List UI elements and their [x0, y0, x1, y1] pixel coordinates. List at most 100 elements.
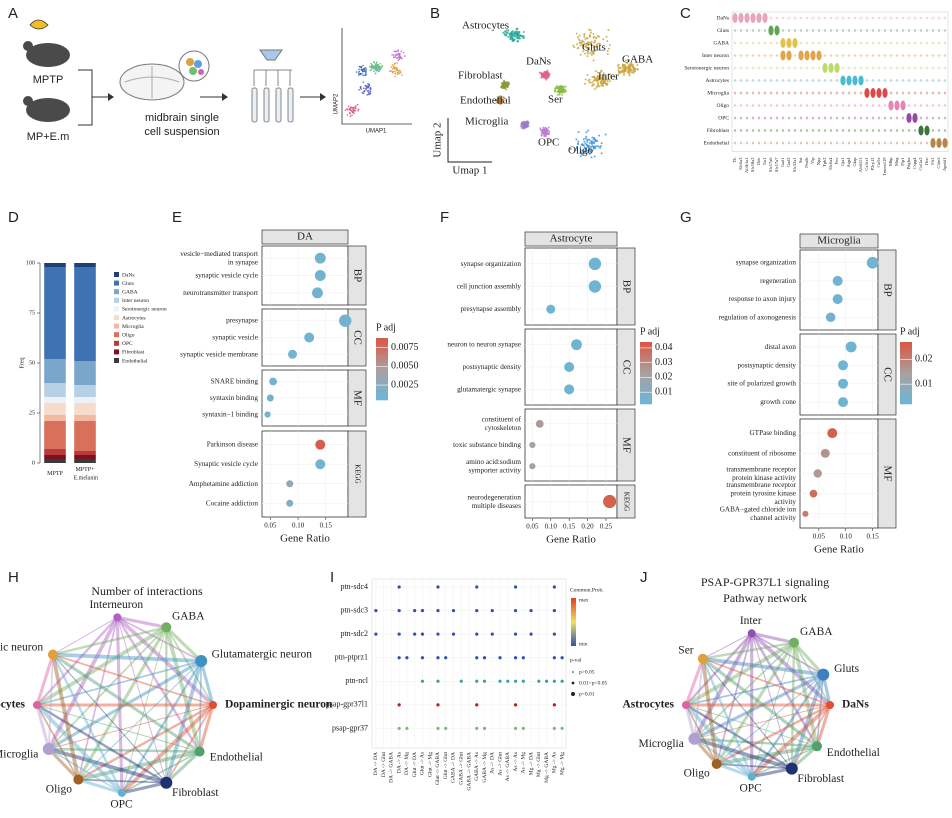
cluster-label: Fibroblast — [458, 70, 503, 82]
dot — [552, 632, 556, 636]
violin — [770, 91, 772, 95]
umap-dot — [605, 35, 608, 38]
dot — [820, 448, 830, 458]
legend-label: Inter neuron — [122, 298, 149, 304]
x-axis-label: Gene Ratio — [814, 544, 864, 556]
violin — [800, 91, 802, 95]
edge — [48, 747, 200, 753]
term-label: synaptic vesicle cycle — [195, 271, 258, 279]
violin — [788, 141, 790, 145]
node-label: Ser — [678, 645, 694, 657]
violin — [740, 104, 742, 107]
violin — [920, 16, 922, 20]
umap-dot — [379, 67, 381, 70]
bar-segment — [44, 383, 66, 397]
node-label: Astrocytes — [0, 699, 26, 711]
violin — [918, 125, 924, 136]
legend-label: GABA — [122, 289, 138, 295]
dot — [374, 608, 378, 613]
umap-dot — [561, 93, 564, 96]
violin — [890, 29, 892, 32]
violin — [746, 54, 748, 57]
dot — [506, 679, 510, 683]
violin — [818, 16, 820, 20]
umap-dot — [404, 55, 406, 57]
violin — [752, 79, 754, 82]
group-label: MPTP — [33, 74, 64, 86]
umap-dot — [375, 67, 377, 70]
violin — [884, 79, 886, 82]
umap-dot — [575, 32, 578, 35]
brain-lines — [124, 66, 180, 98]
umap-dot — [362, 74, 364, 77]
umap-dot — [600, 142, 603, 145]
violin — [812, 41, 814, 45]
colorbar-cell — [640, 369, 652, 374]
violin — [884, 104, 886, 107]
node — [785, 762, 798, 775]
violin — [776, 79, 778, 82]
umap-dot — [344, 109, 347, 111]
edge — [702, 657, 831, 706]
gene-label: Gad2 — [786, 158, 791, 168]
umap-dot — [369, 88, 372, 90]
dot — [444, 726, 448, 731]
violin — [770, 54, 772, 57]
x-tick-label: 0.15 — [866, 533, 879, 541]
row-label: Inter neuron — [702, 53, 729, 59]
network-title: Number of interactions — [91, 584, 203, 598]
umap-dot — [587, 50, 590, 53]
violin — [794, 54, 796, 57]
mouse — [26, 98, 70, 122]
term-label: neuron to neuron synapse — [447, 340, 521, 348]
facet-label: KEGG — [622, 492, 630, 511]
umap-dot — [584, 147, 587, 150]
dot — [413, 632, 417, 636]
umap-dot — [581, 143, 584, 146]
violin — [872, 54, 874, 57]
umap-dot — [576, 47, 579, 50]
umap-dot — [590, 84, 593, 87]
edge — [52, 654, 167, 784]
violin — [786, 38, 792, 48]
violin — [860, 16, 862, 20]
umap-dot — [510, 33, 513, 36]
edge — [48, 704, 214, 750]
umap-dot — [609, 76, 612, 79]
umap-dot — [578, 39, 581, 42]
umap-dot — [627, 72, 630, 75]
violin — [902, 141, 904, 145]
gene-label: P2ry12 — [870, 158, 875, 171]
violin — [824, 129, 826, 132]
violin — [942, 138, 948, 148]
umap-dot — [374, 72, 377, 75]
umap-dot — [582, 45, 585, 48]
panel-label: F — [440, 209, 449, 226]
violin — [854, 129, 856, 132]
umap-dot — [602, 81, 605, 84]
violin — [782, 129, 784, 132]
violin — [734, 79, 736, 82]
violin — [848, 29, 850, 32]
violin — [848, 54, 850, 57]
bar-segment — [74, 267, 96, 361]
cell — [194, 60, 202, 68]
node — [711, 758, 722, 769]
legend-label: Microglia — [122, 324, 144, 330]
umap-dot — [592, 32, 595, 35]
term-label: synaptic vesicle — [212, 333, 258, 341]
umap-dot — [399, 56, 402, 59]
colorbar-cell — [900, 385, 912, 389]
dot — [813, 469, 822, 478]
umap-dot — [588, 48, 591, 51]
umap-dot — [545, 72, 548, 75]
dot — [552, 585, 556, 589]
gene-label: Sst — [798, 157, 803, 163]
legend-swatch — [114, 358, 119, 363]
violin — [872, 129, 874, 132]
gene-label: Gja1 — [840, 158, 845, 167]
violin — [740, 29, 742, 32]
axis-label: Umap 2 — [432, 122, 444, 157]
umap-dot — [595, 37, 598, 40]
